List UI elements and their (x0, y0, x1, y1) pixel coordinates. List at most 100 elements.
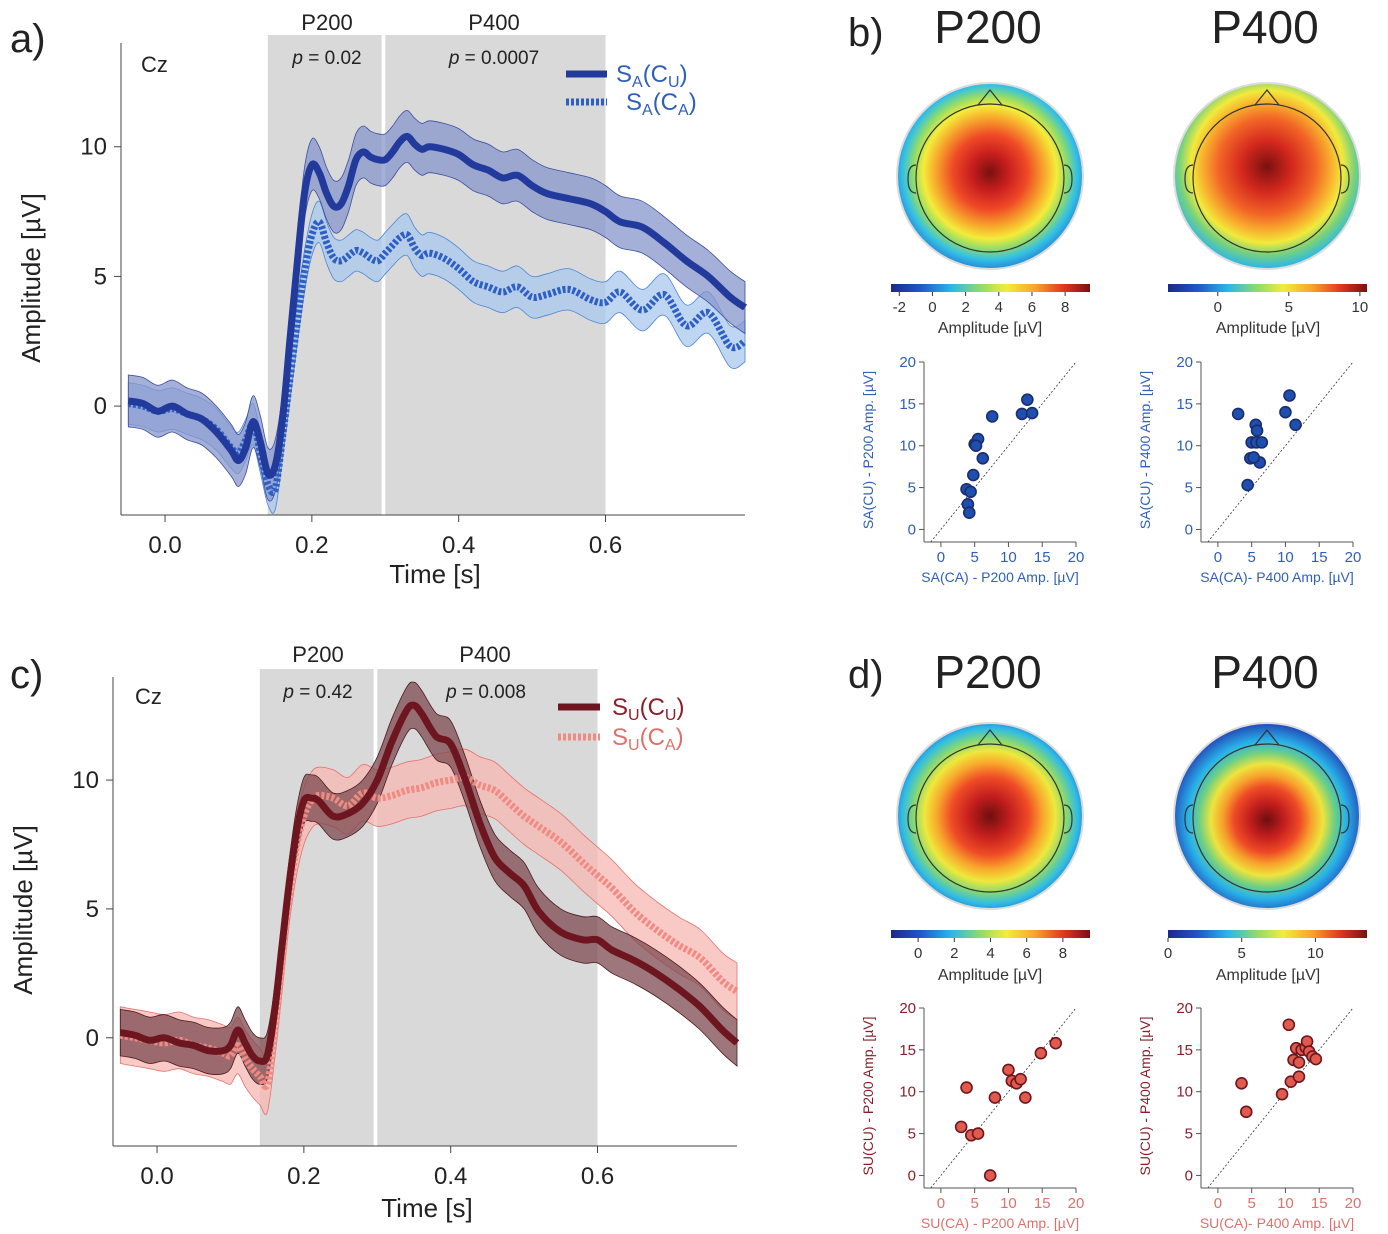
topomap-d-p400 (1173, 722, 1361, 910)
nose-outline (977, 729, 1003, 746)
y-tick-label: 20 (1176, 354, 1193, 371)
p-value: = 0.008 (457, 682, 526, 703)
y-tick-label: 10 (899, 438, 916, 455)
x-tick-label: 20 (1068, 1195, 1085, 1212)
analysis-window-2 (377, 669, 598, 1146)
y-tick-label: 5 (94, 263, 107, 290)
series-1-line (119, 701, 740, 1066)
colorbar-tick-label: -2 (893, 299, 906, 316)
legend-close: ) (689, 89, 697, 116)
legend-sub: A (642, 102, 653, 119)
x-tick-label: 0.6 (581, 1163, 614, 1190)
colorbar-tick-label: 8 (1059, 945, 1067, 962)
nose-outline (1254, 89, 1280, 106)
x-tick-label: 10 (1000, 549, 1017, 566)
scatter-d-p200-ylabel: SU(CU) - P200 Amp. [µV] (860, 1017, 876, 1176)
y-tick-label: 0 (86, 1025, 99, 1052)
x-tick-label: 15 (1311, 549, 1328, 566)
chart-a-window-2-pvalue: p = 0.0007 (448, 48, 539, 69)
data-point (1015, 407, 1029, 421)
data-point (1292, 1056, 1306, 1069)
chart-c-window-1-name: P200 (292, 642, 343, 667)
data-point (960, 1081, 973, 1094)
data-point (1049, 1036, 1063, 1050)
y-tick-label: 5 (908, 1126, 916, 1143)
p-symbol: p (448, 48, 460, 69)
colorbar-b-p200 (891, 284, 1090, 292)
topomap-d-p200 (896, 722, 1084, 910)
colorbar-d-p200-label: Amplitude [µV] (938, 967, 1042, 984)
data-point (1289, 418, 1302, 432)
data-point (1002, 1063, 1015, 1077)
y-tick-label: 10 (72, 767, 99, 794)
y-tick-label: 15 (899, 396, 916, 413)
x-tick-label: 5 (970, 1195, 978, 1212)
y-tick-label: 0 (908, 521, 916, 538)
x-tick-label: 5 (1247, 549, 1255, 566)
colorbar-tick-label: 6 (1028, 299, 1036, 316)
data-point (988, 1091, 1002, 1104)
series-1-line (127, 132, 748, 479)
legend-sub: U (628, 737, 640, 754)
x-tick-label: 0.0 (140, 1163, 173, 1190)
data-point (1025, 406, 1039, 420)
colorbar-d-ticks: 0 2 4 6 8 0 5 10 (914, 938, 1324, 962)
p-value: = 0.0007 (459, 48, 539, 69)
chart-a-electrode: Cz (141, 52, 168, 77)
chart-c-electrode: Cz (135, 684, 162, 709)
analysis-window-1 (267, 35, 382, 515)
colorbar-tick-label: 5 (1285, 299, 1293, 316)
chart-a-ylabel: Amplitude [µV] (16, 193, 46, 363)
data-point (976, 451, 990, 465)
scatter-b-p400-ylabel: SA(CU) - P400 Amp. [µV] (1137, 371, 1153, 529)
scatter-d-p400-ylabel: SU(CU) - P400 Amp. [µV] (1137, 1017, 1153, 1176)
y-tick-label: 0 (1185, 521, 1193, 538)
legend-mid: (C (643, 61, 668, 88)
panel-label-d: d) (848, 653, 884, 697)
data-point (971, 1127, 985, 1140)
colorbar-tick-label: 4 (995, 299, 1003, 316)
data-point (1247, 451, 1260, 464)
y-tick-label: 20 (1176, 1000, 1193, 1017)
nose-outline (977, 89, 1003, 106)
chart-c-window-2-name: P400 (459, 642, 510, 667)
legend-sub: A (632, 74, 643, 91)
y-tick-label: 15 (1176, 1042, 1193, 1059)
head-outline (1192, 743, 1342, 893)
data-point (1255, 436, 1269, 449)
data-point (1282, 1018, 1296, 1032)
legend-close: ) (676, 694, 684, 721)
p-symbol: p (291, 48, 303, 69)
data-point (1019, 1091, 1032, 1104)
colorbar-tick-label: 0 (914, 945, 922, 962)
y-tick-label: 0 (94, 393, 107, 420)
colorbar-tick-label: 4 (986, 945, 994, 962)
data-point (1300, 1035, 1314, 1048)
legend-mid: (C (640, 694, 665, 721)
chart-c-ylabel: Amplitude [µV] (8, 825, 38, 995)
colorbar-tick-label: 5 (1238, 945, 1246, 962)
data-point (1309, 1052, 1323, 1066)
y-tick-label: 20 (899, 1000, 916, 1017)
topomap-b-p400 (1173, 82, 1361, 270)
legend-mid: (C (640, 724, 665, 751)
topomap-disc (896, 82, 1084, 270)
data-point (969, 439, 983, 453)
y-tick-label: 5 (908, 480, 916, 497)
x-tick-label: 0.6 (589, 532, 622, 559)
identity-line (930, 1007, 1077, 1189)
legend-sub: U (668, 74, 680, 91)
erp-chart-c: 0.0 0.2 0.4 0.6 0 5 10 (72, 669, 740, 1190)
legend-sub: U (665, 707, 677, 724)
series-2-line (119, 773, 740, 1090)
legend-c-entry-1: SU(CU) (612, 694, 684, 724)
y-tick-label: 10 (1176, 438, 1193, 455)
data-point (1283, 389, 1296, 402)
x-tick-label: 20 (1345, 1195, 1362, 1212)
y-tick-label: 0 (1185, 1167, 1193, 1184)
y-tick-label: 15 (899, 1042, 916, 1059)
ear-left-outline (907, 164, 917, 194)
colorbar-b-ticks: -2 0 2 4 6 8 0 5 10 (893, 292, 1368, 316)
x-tick-label: 0 (937, 549, 945, 566)
scatter-d-p200: 0 0 5 5 10 10 15 15 20 20 (899, 1000, 1084, 1212)
